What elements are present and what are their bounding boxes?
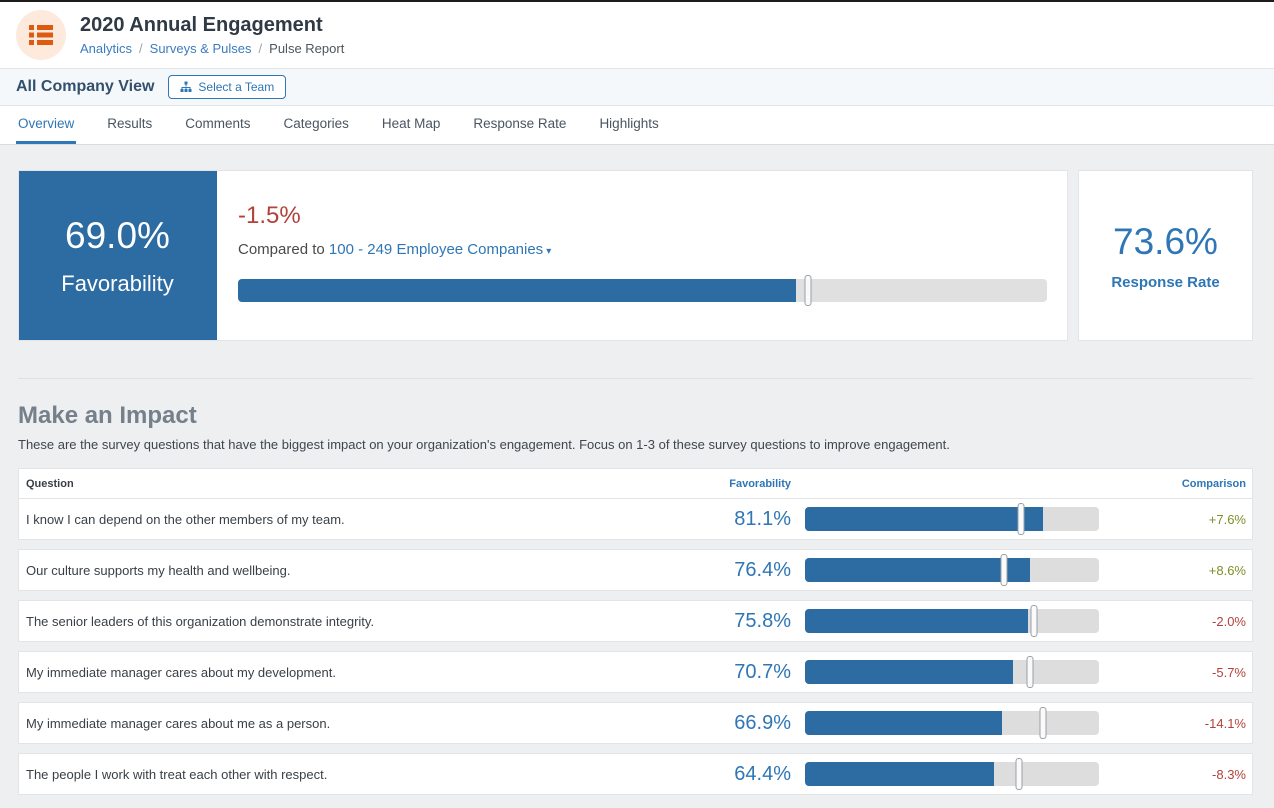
row-bar-benchmark-marker	[1026, 656, 1033, 688]
row-bar-benchmark-marker	[1018, 503, 1025, 535]
breadcrumb-analytics[interactable]: Analytics	[80, 41, 132, 56]
row-bar-fill	[805, 762, 994, 786]
comparison-percent: -14.1%	[1099, 716, 1252, 731]
column-header-question: Question	[19, 478, 705, 490]
impact-table-row: The senior leaders of this organization …	[18, 600, 1253, 642]
comparison-percent: -2.0%	[1099, 614, 1252, 629]
impact-table-row: Our culture supports my health and wellb…	[18, 549, 1253, 591]
breadcrumb-surveys-pulses[interactable]: Surveys & Pulses	[150, 41, 252, 56]
comparison-panel: -1.5% Compared to 100 - 249 Employee Com…	[217, 171, 1067, 340]
app-header: 2020 Annual Engagement Analytics / Surve…	[0, 2, 1274, 68]
benchmark-dropdown[interactable]: 100 - 249 Employee Companies▾	[329, 241, 551, 258]
favorability-label: Favorability	[61, 271, 173, 297]
comparison-prefix: Compared to	[238, 241, 325, 258]
caret-down-icon: ▾	[546, 246, 551, 257]
impact-table-row: My immediate manager cares about my deve…	[18, 651, 1253, 693]
tab-response-rate[interactable]: Response Rate	[471, 106, 568, 144]
response-rate-card: 73.6% Response Rate	[1078, 170, 1253, 341]
column-header-bar-spacer	[805, 472, 1099, 496]
question-text: The people I work with treat each other …	[19, 767, 705, 782]
column-header-favorability: Favorability	[705, 478, 791, 490]
breadcrumb-separator: /	[139, 41, 143, 56]
favorability-percent: 66.9%	[705, 712, 791, 735]
favorability-percent: 76.4%	[705, 559, 791, 582]
list-report-icon	[28, 23, 54, 47]
question-text: Our culture supports my health and wellb…	[19, 563, 705, 578]
favorability-row-bar	[805, 558, 1099, 582]
section-divider	[18, 378, 1253, 379]
comparison-percent: -5.7%	[1099, 665, 1252, 680]
row-bar-benchmark-marker	[1001, 554, 1008, 586]
question-text: The senior leaders of this organization …	[19, 614, 705, 629]
impact-table-header: Question Favorability Comparison	[18, 468, 1253, 498]
row-bar-fill	[805, 507, 1043, 531]
row-bar-fill	[805, 558, 1030, 582]
row-bar-benchmark-marker	[1040, 707, 1047, 739]
benchmark-label: 100 - 249 Employee Companies	[329, 241, 543, 258]
response-rate-label: Response Rate	[1111, 274, 1219, 291]
impact-subtitle: These are the survey questions that have…	[18, 437, 1253, 452]
summary-row: 69.0% Favorability -1.5% Compared to 100…	[18, 170, 1253, 341]
select-team-button[interactable]: Select a Team	[168, 75, 286, 99]
comparison-percent: -8.3%	[1099, 767, 1252, 782]
question-text: I know I can depend on the other members…	[19, 512, 705, 527]
row-bar-fill	[805, 609, 1028, 633]
tab-results[interactable]: Results	[105, 106, 154, 144]
favorability-bar-fill	[238, 279, 796, 302]
favorability-value: 69.0%	[65, 215, 170, 257]
favorability-percent: 70.7%	[705, 661, 791, 684]
favorability-row-bar	[805, 609, 1099, 633]
view-bar: All Company View Select a Team	[0, 68, 1274, 106]
comparison-percent: +8.6%	[1099, 563, 1252, 578]
favorability-percent: 75.8%	[705, 610, 791, 633]
favorability-row-bar	[805, 762, 1099, 786]
favorability-panel: 69.0% Favorability	[18, 170, 217, 341]
comparison-delta: -1.5%	[238, 202, 1047, 230]
row-bar-fill	[805, 711, 1002, 735]
content: 69.0% Favorability -1.5% Compared to 100…	[0, 170, 1274, 803]
favorability-row-bar	[805, 711, 1099, 735]
column-header-comparison: Comparison	[1099, 478, 1252, 490]
tab-overview[interactable]: Overview	[16, 106, 76, 144]
impact-title: Make an Impact	[18, 402, 1253, 430]
page-title: 2020 Annual Engagement	[80, 14, 344, 36]
tabs: Overview Results Comments Categories Heat Ma…	[0, 106, 1274, 145]
select-team-label: Select a Team	[198, 80, 274, 94]
favorability-bar	[238, 279, 1047, 302]
row-bar-fill	[805, 660, 1013, 684]
question-text: My immediate manager cares about me as a…	[19, 716, 705, 731]
tab-categories[interactable]: Categories	[282, 106, 351, 144]
breadcrumb-separator: /	[259, 41, 263, 56]
impact-table-row: I know I can depend on the other members…	[18, 498, 1253, 540]
impact-table: Question Favorability Comparison I know …	[18, 468, 1253, 803]
comparison-percent: +7.6%	[1099, 512, 1252, 527]
row-bar-benchmark-marker	[1030, 605, 1037, 637]
response-rate-value: 73.6%	[1113, 221, 1218, 263]
report-logo	[16, 10, 66, 60]
tab-highlights[interactable]: Highlights	[597, 106, 660, 144]
row-bar-benchmark-marker	[1015, 758, 1022, 790]
breadcrumb: Analytics / Surveys & Pulses / Pulse Rep…	[80, 41, 344, 56]
favorability-bar-marker	[805, 275, 812, 306]
favorability-percent: 81.1%	[705, 508, 791, 531]
favorability-percent: 64.4%	[705, 763, 791, 786]
favorability-row-bar	[805, 660, 1099, 684]
team-sitemap-icon	[180, 81, 192, 93]
breadcrumb-pulse-report: Pulse Report	[269, 41, 344, 56]
favorability-card: 69.0% Favorability -1.5% Compared to 100…	[18, 170, 1068, 341]
tab-heat-map[interactable]: Heat Map	[380, 106, 443, 144]
view-title: All Company View	[16, 78, 154, 96]
impact-table-row: The people I work with treat each other …	[18, 753, 1253, 795]
favorability-row-bar	[805, 507, 1099, 531]
tab-comments[interactable]: Comments	[183, 106, 252, 144]
impact-table-row: My immediate manager cares about me as a…	[18, 702, 1253, 744]
question-text: My immediate manager cares about my deve…	[19, 665, 705, 680]
comparison-line: Compared to 100 - 249 Employee Companies…	[238, 241, 1047, 258]
